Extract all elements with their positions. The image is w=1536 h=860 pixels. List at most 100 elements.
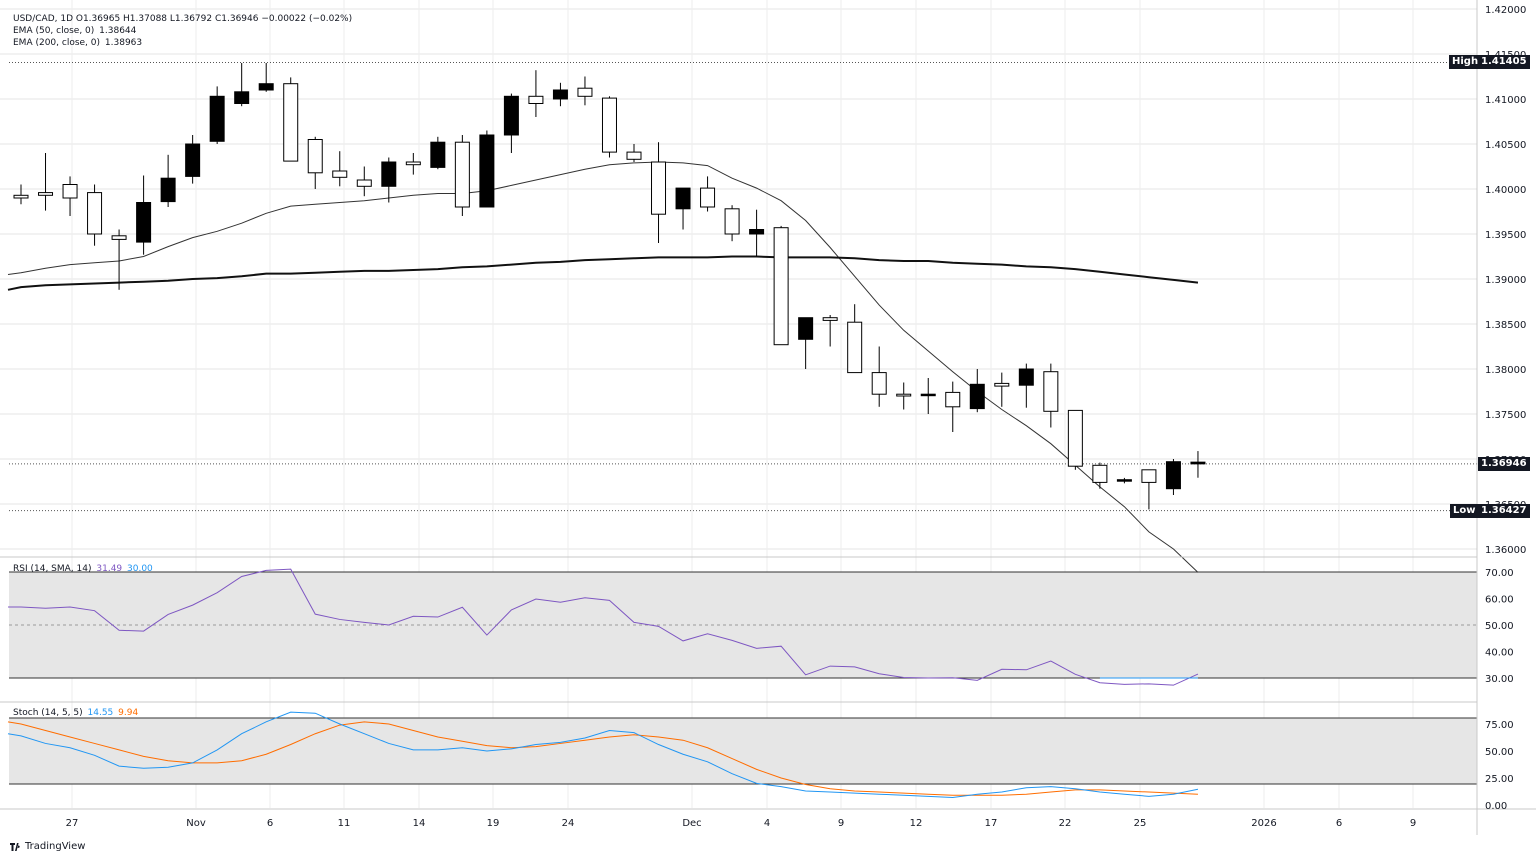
candle-body-down bbox=[749, 229, 765, 235]
candle bbox=[209, 86, 225, 144]
rsi-legend: RSI (14, SMA, 14) 31.49 30.00 bbox=[13, 563, 155, 575]
candle-body-down bbox=[258, 83, 274, 91]
brand-name: TradingView bbox=[25, 841, 86, 852]
price-tick-label: 1.40500 bbox=[1485, 140, 1526, 151]
rsi-label: RSI (14, SMA, 14) bbox=[13, 564, 92, 574]
candle-body-down bbox=[234, 91, 250, 105]
candle-body-up bbox=[896, 393, 912, 397]
price-tick-label: 1.39500 bbox=[1485, 230, 1526, 241]
ema50-label: EMA (50, close, 0) bbox=[13, 26, 95, 36]
oscillator-lines bbox=[7, 568, 1199, 798]
candle bbox=[111, 229, 127, 290]
last-price-tag: 1.36946 bbox=[1478, 457, 1530, 471]
candle-body-up bbox=[945, 391, 961, 408]
time-tick-label: 6 bbox=[1336, 818, 1342, 829]
candle bbox=[945, 381, 961, 432]
candle bbox=[160, 154, 176, 207]
stoch-tick-label: 50.00 bbox=[1485, 747, 1514, 758]
candle-body-down bbox=[136, 202, 152, 243]
ema200-legend: EMA (200, close, 0) 1.38963 bbox=[13, 37, 352, 49]
rsi-tick-label: 70.00 bbox=[1485, 568, 1514, 579]
time-tick-label: 12 bbox=[910, 818, 923, 829]
stoch-k-value: 14.55 bbox=[87, 708, 114, 718]
candle-body-down bbox=[160, 177, 176, 203]
candle-body-up bbox=[1067, 409, 1083, 467]
candle bbox=[994, 372, 1010, 407]
price-tick-label: 1.39000 bbox=[1485, 275, 1526, 286]
time-tick-label: 17 bbox=[985, 818, 998, 829]
candle-body-up bbox=[307, 139, 323, 174]
time-tick-label: 14 bbox=[413, 818, 426, 829]
ema200-line bbox=[7, 255, 1199, 291]
candle bbox=[503, 93, 519, 153]
candle-body-up bbox=[356, 179, 372, 187]
candle bbox=[307, 136, 323, 189]
candle bbox=[87, 184, 103, 246]
stoch-legend: Stoch (14, 5, 5) 14.55 9.94 bbox=[13, 707, 140, 719]
candle bbox=[332, 151, 348, 187]
candle bbox=[724, 205, 740, 242]
candle bbox=[38, 153, 54, 211]
time-tick-label: 6 bbox=[267, 818, 273, 829]
candle-body-down bbox=[1116, 479, 1132, 482]
candle bbox=[356, 166, 372, 197]
time-tick-label: 24 bbox=[562, 818, 575, 829]
candle-body-up bbox=[994, 382, 1010, 387]
time-tick-label: 11 bbox=[338, 818, 351, 829]
candle bbox=[405, 153, 421, 175]
price-tick-label: 1.38500 bbox=[1485, 320, 1526, 331]
candle bbox=[577, 76, 593, 106]
candle-body-up bbox=[111, 235, 127, 240]
axes: 1.420001.415001.410001.405001.400001.395… bbox=[0, 0, 1536, 835]
candle-body-up bbox=[871, 372, 887, 395]
ema50-line bbox=[7, 161, 1199, 573]
candle-body-down bbox=[675, 187, 691, 210]
candle bbox=[1018, 363, 1034, 408]
time-tick-label: 4 bbox=[764, 818, 770, 829]
rsi-tick-label: 30.00 bbox=[1485, 674, 1514, 685]
price-tick-label: 1.40000 bbox=[1485, 185, 1526, 196]
candle-body-down bbox=[381, 161, 397, 187]
candle-body-up bbox=[601, 97, 617, 153]
candle-body-down bbox=[1190, 461, 1206, 465]
rsi-tick-label: 40.00 bbox=[1485, 648, 1514, 659]
candle-body-up bbox=[577, 87, 593, 97]
candle bbox=[1190, 451, 1206, 478]
time-tick-label: 25 bbox=[1134, 818, 1147, 829]
candle-body-up bbox=[626, 151, 642, 160]
ema-lines bbox=[7, 161, 1199, 573]
rsi-value: 31.49 bbox=[96, 564, 123, 574]
indicator-panes bbox=[9, 571, 1477, 785]
candle bbox=[185, 135, 201, 184]
candle bbox=[381, 157, 397, 203]
candle-body-up bbox=[38, 192, 54, 196]
high-value-tag: 1.41405 bbox=[1478, 55, 1530, 69]
candle bbox=[822, 315, 838, 347]
candle bbox=[601, 96, 617, 158]
candle-body-up bbox=[62, 184, 78, 199]
candle bbox=[1165, 459, 1181, 495]
stoch-tick-label: 0.00 bbox=[1485, 801, 1507, 812]
candle bbox=[1067, 409, 1083, 470]
candle-body-up bbox=[405, 161, 421, 166]
time-tick-label: 27 bbox=[66, 818, 79, 829]
ema200-label: EMA (200, close, 0) bbox=[13, 38, 101, 48]
price-tick-label: 1.42000 bbox=[1485, 5, 1526, 16]
stoch-label: Stoch (14, 5, 5) bbox=[13, 708, 83, 718]
rsi-line bbox=[8, 568, 1199, 686]
rsi-tick-label: 50.00 bbox=[1485, 621, 1514, 632]
tradingview-logo-icon bbox=[10, 842, 21, 851]
time-tick-label: 9 bbox=[1410, 818, 1416, 829]
candle-body-up bbox=[700, 187, 716, 208]
high-label-tag: High bbox=[1449, 55, 1482, 69]
stoch-band bbox=[9, 718, 1477, 784]
candle-body-up bbox=[283, 83, 299, 162]
candle bbox=[920, 378, 936, 414]
stoch-tick-label: 75.00 bbox=[1485, 720, 1514, 731]
candle bbox=[871, 346, 887, 407]
ema200-value: 1.38963 bbox=[104, 38, 143, 48]
tradingview-brand[interactable]: TradingView bbox=[10, 841, 85, 852]
candle-body-down bbox=[479, 134, 495, 208]
candle bbox=[847, 304, 863, 374]
